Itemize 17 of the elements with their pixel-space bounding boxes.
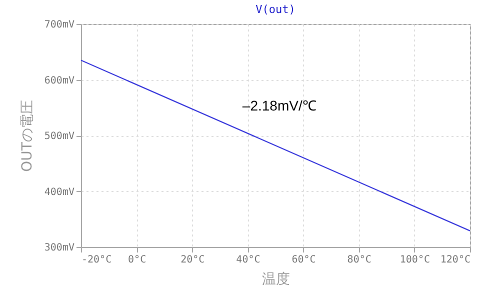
x-tick-label: 80°C — [347, 254, 372, 266]
y-tick-label: 600mV — [44, 75, 74, 86]
y-tick-label: 300mV — [44, 242, 74, 254]
y-tick-label: 400mV — [44, 186, 74, 198]
x-tick-label: 60°C — [292, 254, 316, 266]
y-tick-label: 700mV — [44, 20, 74, 30]
x-tick-label: -20°C — [82, 254, 112, 266]
annotation: –2.18mV/℃ — [242, 98, 316, 114]
x-tick-label: 0°C — [128, 254, 146, 266]
x-tick-label: 20°C — [180, 254, 205, 266]
y-tick-label: 500mV — [44, 131, 74, 142]
x-axis-title: 温度 — [262, 272, 290, 288]
y-axis-title: OUTの電圧 — [19, 100, 36, 172]
x-tick-label: 40°C — [236, 254, 260, 266]
x-tick-label: 100°C — [400, 254, 430, 266]
x-tick-label: 120°C — [440, 254, 470, 266]
chart-title: V(out) — [256, 3, 296, 16]
